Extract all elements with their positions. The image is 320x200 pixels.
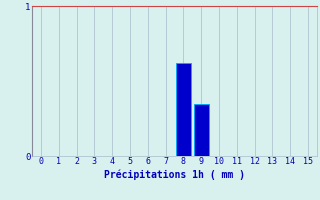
Bar [194, 104, 209, 156]
X-axis label: Précipitations 1h ( mm ): Précipitations 1h ( mm ) [104, 169, 245, 180]
Bar [176, 63, 191, 156]
